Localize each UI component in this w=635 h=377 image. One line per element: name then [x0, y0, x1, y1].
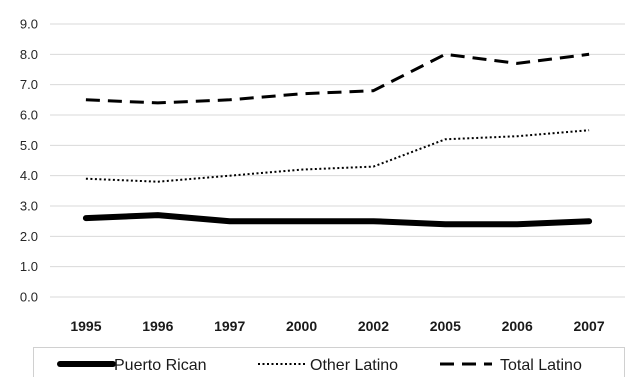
legend-label: Puerto Rican	[114, 357, 207, 374]
gridlines	[50, 23, 625, 298]
y-tick-label: 7.0	[20, 77, 38, 92]
y-tick-label: 4.0	[20, 168, 38, 183]
y-tick-label: 8.0	[20, 47, 38, 62]
series-line-puerto-rican	[82, 212, 593, 228]
legend-label: Other Latino	[310, 357, 398, 374]
y-tick-label: 3.0	[20, 199, 38, 214]
x-tick-label: 2000	[286, 318, 317, 334]
y-axis: 0.0 1.0 2.0 3.0 4.0 5.0 6.0 7.0 8.0 9.0	[20, 17, 38, 305]
x-tick-label: 2002	[358, 318, 389, 334]
plot-area	[82, 52, 593, 228]
series-line-total-latino	[85, 52, 590, 105]
y-tick-label: 2.0	[20, 229, 38, 244]
y-tick-label: 5.0	[20, 138, 38, 153]
x-tick-label: 1995	[70, 318, 101, 334]
y-tick-label: 6.0	[20, 108, 38, 123]
x-tick-label: 1997	[214, 318, 245, 334]
x-tick-label: 2005	[430, 318, 461, 334]
y-tick-label: 0.0	[20, 290, 38, 305]
x-tick-label: 1996	[142, 318, 173, 334]
x-axis: 1995 1996 1997 2000 2002 2005 2006 2007	[70, 318, 604, 334]
legend-box	[33, 347, 625, 377]
x-tick-label: 2006	[502, 318, 533, 334]
legend-label: Total Latino	[500, 357, 582, 374]
x-tick-label: 2007	[573, 318, 604, 334]
legend: Puerto Rican Other Latino Total Latino	[33, 347, 625, 377]
y-tick-label: 1.0	[20, 259, 38, 274]
y-tick-label: 9.0	[20, 17, 38, 32]
series-line-other-latino	[85, 129, 590, 183]
